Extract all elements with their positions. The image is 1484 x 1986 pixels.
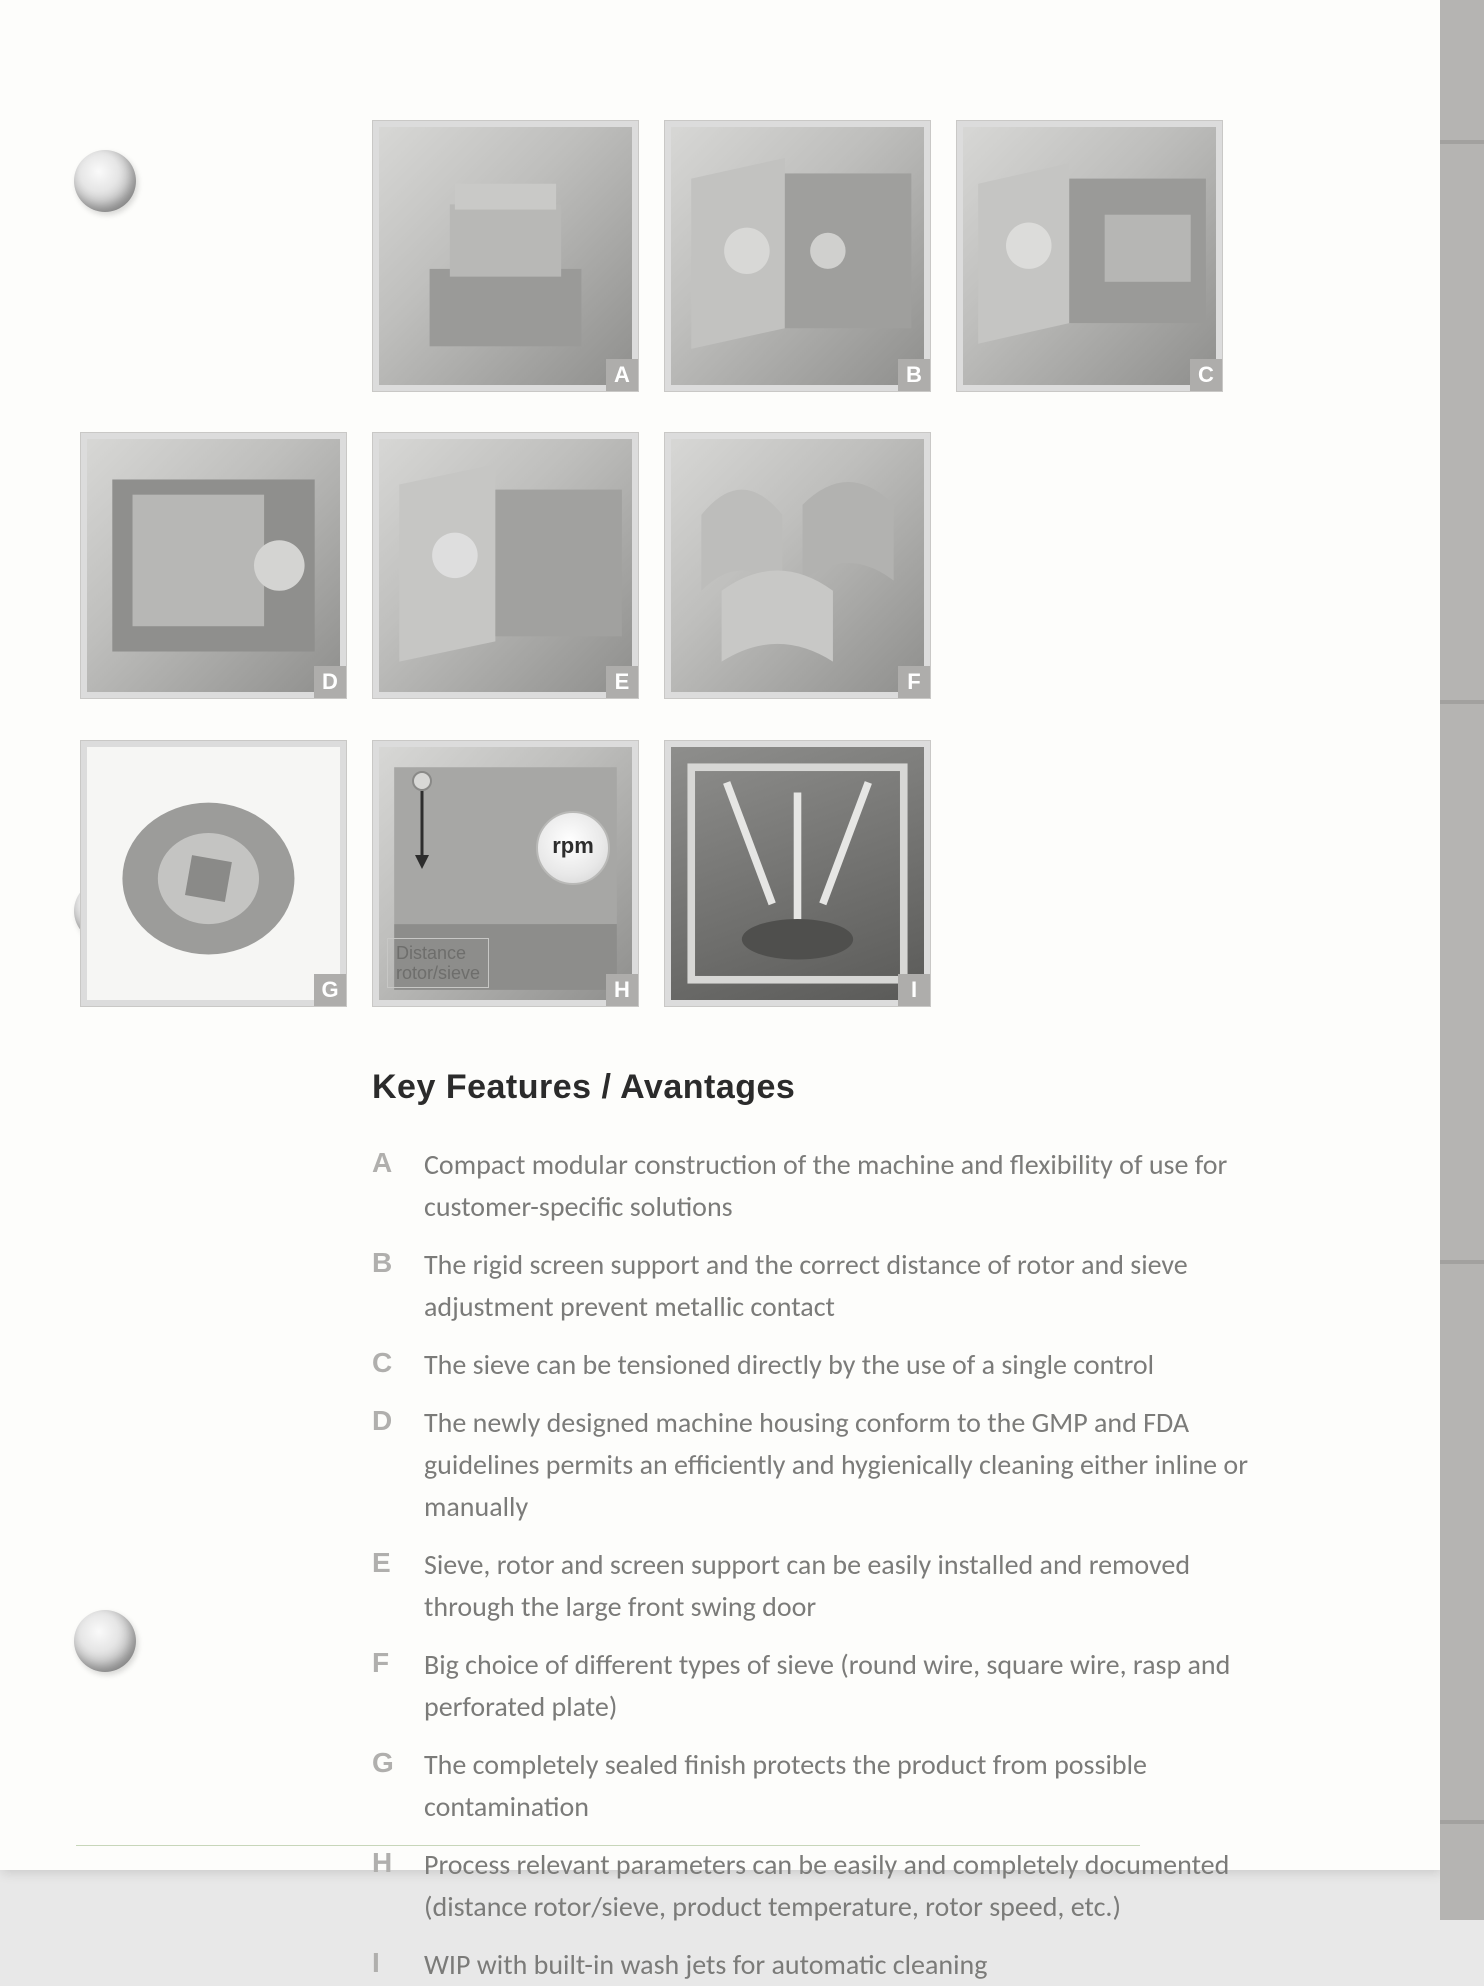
arrow-down-icon [407,769,437,879]
machine-icon [379,127,632,385]
feature-letter: F [372,1644,424,1682]
thumb-letter: I [898,974,930,1006]
gallery-thumb-c: C [956,120,1223,392]
feature-text: The completely sealed finish protects th… [424,1744,1252,1828]
thumb-letter: E [606,666,638,698]
footer-rule [76,1845,1140,1846]
feature-text: Sieve, rotor and screen support can be e… [424,1544,1252,1628]
gallery-thumb-f: F [664,432,931,699]
feature-letter: E [372,1544,424,1582]
right-margin-bar [1440,0,1484,1920]
margin-notch [1440,1260,1484,1264]
feature-row: G The completely sealed finish protects … [372,1744,1252,1828]
margin-notch [1440,140,1484,144]
feature-row: E Sieve, rotor and screen support can be… [372,1544,1252,1628]
punch-hole [74,150,136,212]
feature-row: F Big choice of different types of sieve… [372,1644,1252,1728]
features-list: A Compact modular construction of the ma… [372,1128,1252,1986]
gallery-thumb-b: B [664,120,931,392]
gallery-thumb-d: D [80,432,347,699]
distance-label: Distance rotor/sieve [387,938,489,988]
gallery-thumb-i: I [664,740,931,1007]
section-heading: Key Features / Avantages [372,1068,795,1107]
feature-text: Big choice of different types of sieve (… [424,1644,1252,1728]
margin-notch [1440,700,1484,704]
sieves-icon [671,439,924,692]
feature-text: The sieve can be tensioned directly by t… [424,1344,1252,1386]
feature-text: Process relevant parameters can be easil… [424,1844,1252,1928]
thumb-letter: A [606,359,638,391]
feature-text: Compact modular construction of the mach… [424,1144,1252,1228]
gallery-thumb-h: rpm Distance rotor/sieve H [372,740,639,1007]
feature-row: C The sieve can be tensioned directly by… [372,1344,1252,1386]
door-open-icon [671,127,924,385]
wash-jets-icon [671,747,924,1000]
feature-text: WIP with built-in wash jets for automati… [424,1944,1252,1986]
rotor-icon [87,747,340,1000]
feature-row: B The rigid screen support and the corre… [372,1244,1252,1328]
gallery-thumb-a: A [372,120,639,392]
door-open-icon [379,439,632,692]
gallery-thumb-g: G [80,740,347,1007]
thumb-letter: D [314,666,346,698]
thumb-letter: G [314,974,346,1006]
gallery-thumb-e: E [372,432,639,699]
thumb-letter: C [1190,359,1222,391]
feature-text: The rigid screen support and the correct… [424,1244,1252,1328]
feature-letter: A [372,1144,424,1182]
thumb-letter: B [898,359,930,391]
feature-letter: B [372,1244,424,1282]
feature-row: I WIP with built-in wash jets for automa… [372,1944,1252,1986]
margin-notch [1440,1820,1484,1824]
page-paper: A B C D [0,0,1440,1870]
thumb-letter: H [606,974,638,1006]
feature-row: H Process relevant parameters can be eas… [372,1844,1252,1928]
feature-letter: G [372,1744,424,1782]
feature-letter: C [372,1344,424,1382]
door-open-icon [963,127,1216,385]
rpm-dial: rpm [536,811,610,885]
thumb-letter: F [898,666,930,698]
housing-icon [87,439,340,692]
feature-text: The newly designed machine housing confo… [424,1402,1252,1528]
feature-letter: I [372,1944,424,1982]
feature-row: A Compact modular construction of the ma… [372,1144,1252,1228]
feature-row: D The newly designed machine housing con… [372,1402,1252,1528]
feature-letter: D [372,1402,424,1440]
feature-letter: H [372,1844,424,1882]
punch-hole [74,1610,136,1672]
